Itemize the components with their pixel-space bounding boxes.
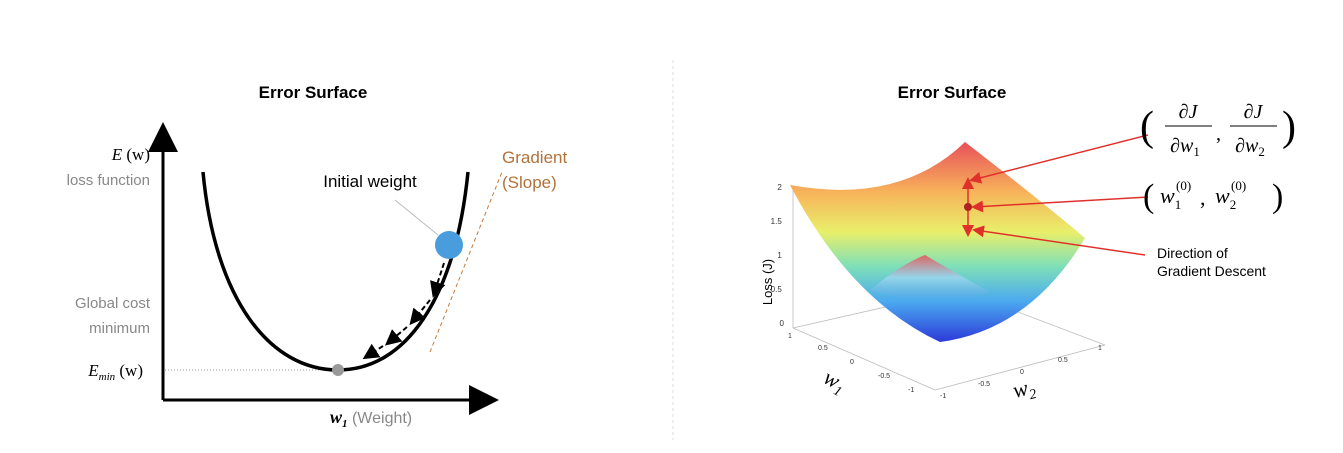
- w1-ticks: 1 0.5 0 -0.5 -1: [788, 333, 914, 394]
- w2-ticks: -1 -0.5 0 0.5 1: [940, 345, 1102, 400]
- direction-1: Direction of: [1157, 245, 1228, 261]
- loss-curve: [201, 171, 470, 372]
- red-arrows: [962, 134, 1149, 256]
- w1-label: w1: [818, 364, 851, 400]
- svg-text:,: ,: [1200, 185, 1206, 210]
- svg-text:(0): (0): [1231, 178, 1246, 193]
- svg-text:∂w2: ∂w2: [1235, 135, 1265, 159]
- min-point: [332, 364, 344, 376]
- svg-text:(0): (0): [1176, 178, 1191, 193]
- descent-arrows: [362, 262, 446, 360]
- svg-text:): ): [1272, 178, 1283, 215]
- z-ticks: 2 1.5 1 0.5 0: [771, 183, 785, 328]
- e-min-label: Emin (w): [87, 361, 143, 383]
- surface-front-peak: [870, 255, 990, 301]
- svg-text:): ): [1282, 104, 1296, 150]
- surface: [790, 142, 1085, 342]
- svg-text:w1: w1: [1160, 183, 1181, 212]
- z-label: Loss (J): [760, 259, 775, 305]
- svg-text:∂w1: ∂w1: [1170, 135, 1200, 159]
- point-vector: ( w1 (0) , w2 (0) ): [1143, 178, 1283, 215]
- svg-text:(: (: [1143, 178, 1154, 215]
- svg-text:∂J: ∂J: [1244, 101, 1264, 123]
- y-caption: loss function: [67, 172, 150, 189]
- initial-weight: Initial weight: [323, 172, 417, 191]
- w2-label: w2: [1010, 373, 1038, 406]
- y-label: E (w): [111, 145, 150, 164]
- global-min-2: minimum: [89, 320, 150, 337]
- initial-point: [435, 231, 463, 259]
- right-title: Error Surface: [898, 83, 1007, 102]
- svg-text:w2: w2: [1215, 183, 1236, 212]
- global-min-1: Global cost: [75, 295, 151, 312]
- tangent: [429, 171, 503, 353]
- svg-text:(: (: [1140, 104, 1154, 150]
- current-point: [964, 203, 972, 211]
- gradient-label-2: (Slope): [502, 173, 557, 192]
- gradient-vector: ( ∂J ∂w1 , ∂J ∂w2 ): [1140, 101, 1296, 159]
- direction-2: Gradient Descent: [1157, 263, 1266, 279]
- x-label: w1 (Weight): [330, 407, 412, 430]
- left-title: Error Surface: [259, 83, 368, 102]
- svg-text:,: ,: [1216, 123, 1221, 145]
- svg-text:∂J: ∂J: [1179, 101, 1199, 123]
- gradient-label-1: Gradient: [502, 148, 567, 167]
- leader: [394, 199, 439, 236]
